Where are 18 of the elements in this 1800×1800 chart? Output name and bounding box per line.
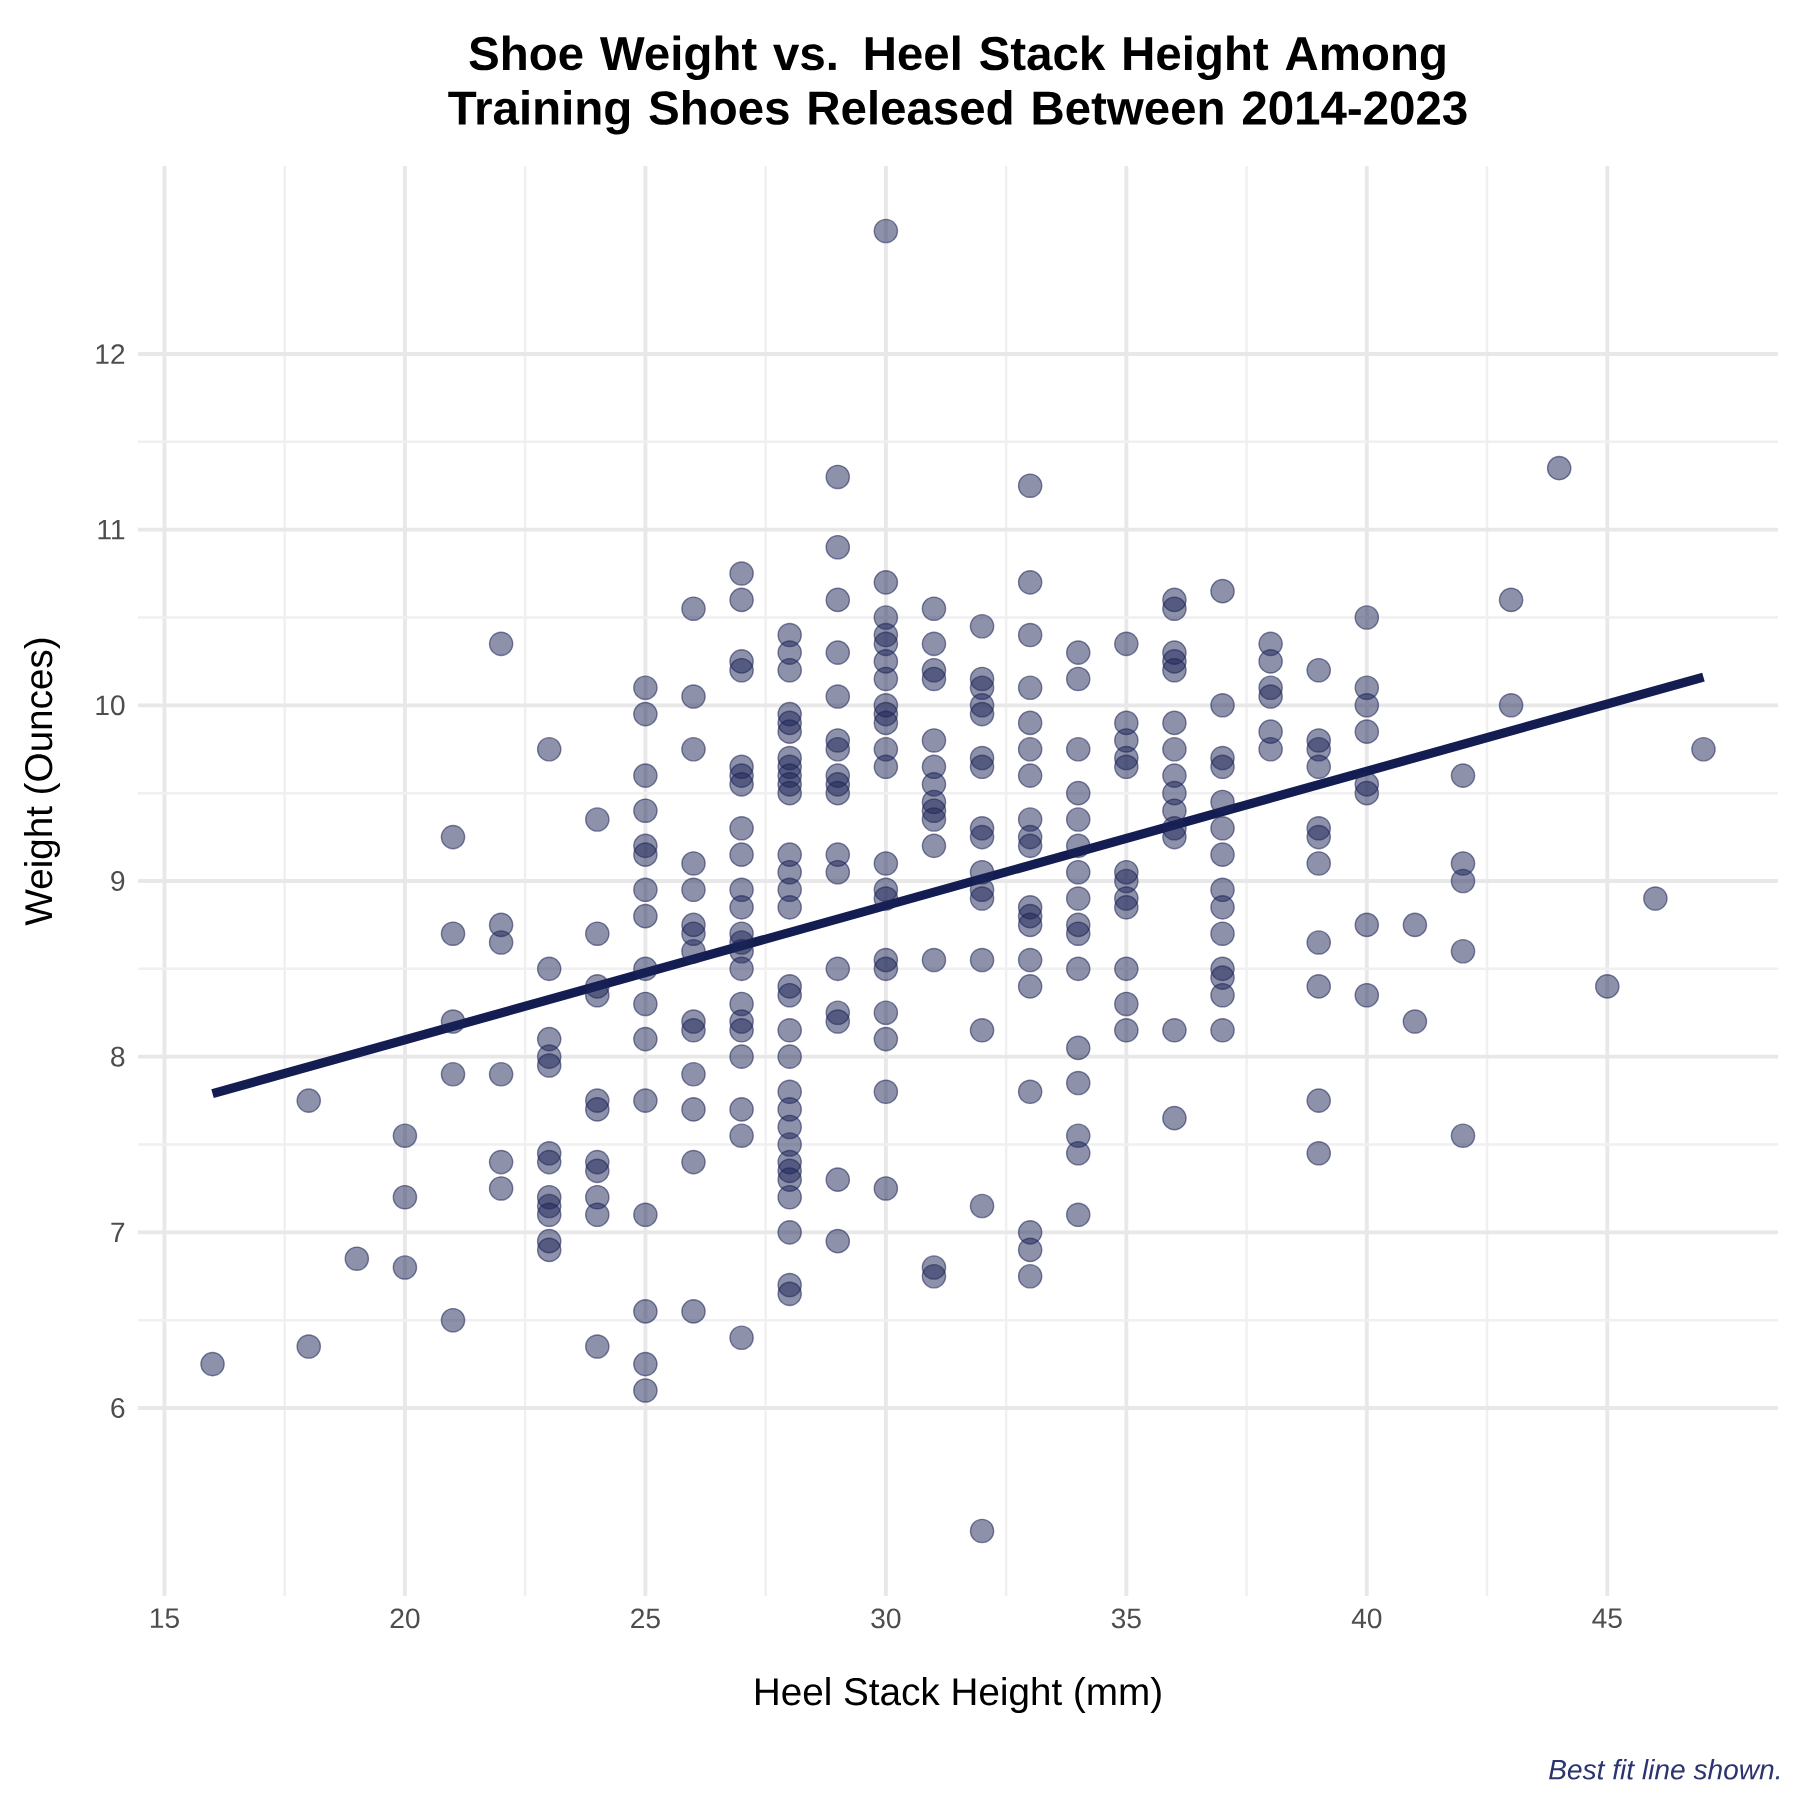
y-tick-label: 6: [111, 1398, 125, 1418]
x-tick-label: 25: [631, 1608, 660, 1629]
y-tick-label: 8: [111, 1046, 125, 1067]
y-axis-title: Weight (Ounces): [23, 638, 60, 926]
y-tick-label: 11: [98, 519, 125, 540]
x-tick-label: 40: [1351, 1608, 1382, 1629]
x-tick-label: 35: [1111, 1608, 1141, 1629]
x-tick-label: 20: [390, 1608, 420, 1629]
chart-title: Shoe Weight vs. Heel Stack Height Among Training Shoes Released Between 2014-2023: [448, 35, 1467, 135]
x-tick-label: 15: [150, 1608, 179, 1629]
y-tick-label: 9: [111, 871, 125, 891]
y-tick-label: 10: [96, 695, 125, 716]
x-tick-label: 45: [1592, 1608, 1622, 1629]
text: Best fit line shown.: [1549, 1758, 1780, 1780]
y-tick-label: 12: [96, 344, 125, 364]
x-tick-label: 30: [871, 1608, 901, 1629]
x-axis-title: Heel Stack Height (mm): [756, 1676, 1161, 1713]
y-tick-label: 7: [111, 1222, 125, 1243]
